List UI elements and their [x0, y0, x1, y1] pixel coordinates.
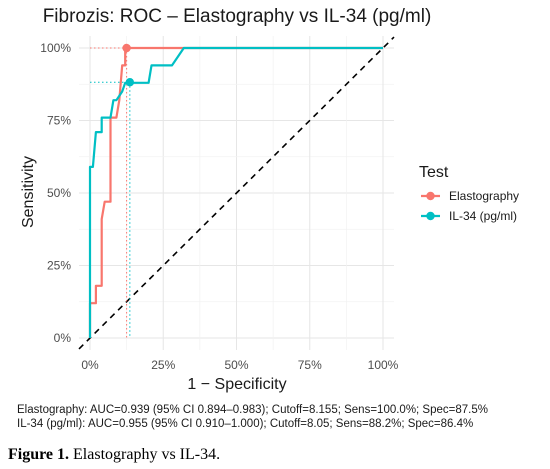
- summary-il34: IL-34 (pg/ml): AUC=0.955 (95% CI 0.910–1…: [17, 418, 474, 430]
- tick-labels: 0% 25% 50% 75% 100% 0% 25% 50% 75% 100%: [40, 41, 398, 372]
- x-axis-label: 1 − Specificity: [187, 376, 286, 393]
- legend-label: Elastography: [449, 189, 519, 203]
- legend-key-point: [426, 191, 435, 201]
- y-tick-label: 0%: [54, 331, 72, 345]
- y-tick-label: 75%: [47, 114, 71, 128]
- chart-title: Fibrozis: ROC – Elastography vs IL-34 (p…: [43, 6, 432, 27]
- optimal-point-1: [125, 78, 135, 87]
- summary-elastography: Elastography: AUC=0.939 (95% CI 0.894–0.…: [17, 404, 488, 416]
- cutoff-guides: [90, 47, 131, 338]
- x-tick-label: 50%: [224, 358, 248, 372]
- legend-title: Test: [419, 164, 449, 181]
- x-tick-label: 25%: [151, 358, 175, 372]
- optimal-point-0: [122, 43, 131, 53]
- x-tick-label: 75%: [298, 358, 322, 372]
- roc-chart: 0% 25% 50% 75% 100% 0% 25% 50% 75% 100% Fibrozis:…: [20, 6, 520, 393]
- x-tick-label: 100%: [368, 358, 399, 372]
- legend: Test Elastography IL-34 (pg/ml): [419, 164, 519, 223]
- y-tick-label: 25%: [47, 259, 71, 273]
- roc-curve-1: [88, 46, 383, 338]
- legend-key-point: [426, 211, 435, 221]
- reference-diagonal: [78, 36, 395, 350]
- y-axis-label: Sensitivity: [20, 156, 37, 228]
- figure-caption: Figure 1. Elastography vs IL-34.: [8, 446, 220, 464]
- legend-label: IL-34 (pg/ml): [449, 209, 517, 223]
- caption-label: Figure 1.: [8, 446, 70, 463]
- roc-curve-0: [88, 46, 383, 338]
- roc-curves: [88, 43, 383, 338]
- caption-text: Elastography vs IL-34.: [69, 446, 221, 463]
- y-tick-label: 50%: [47, 186, 71, 200]
- x-tick-label: 0%: [81, 358, 99, 372]
- y-tick-label: 100%: [40, 41, 71, 55]
